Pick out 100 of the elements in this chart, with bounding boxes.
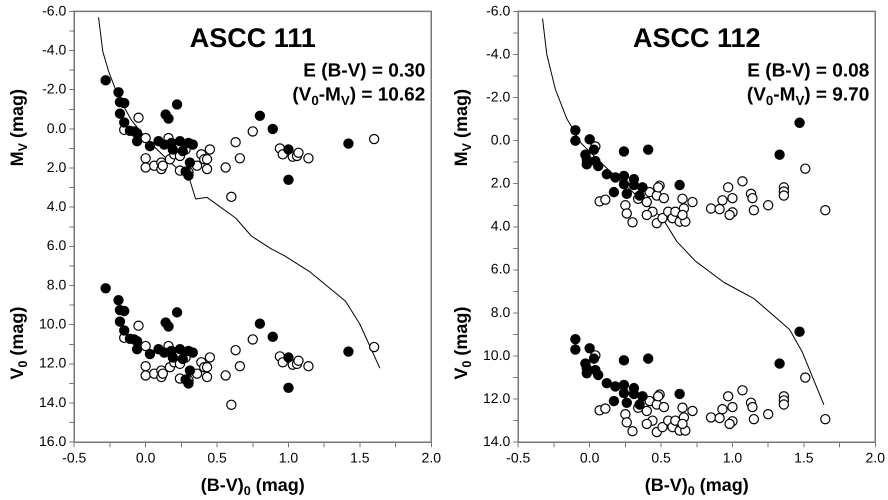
point — [220, 370, 231, 381]
point — [202, 154, 212, 164]
point — [570, 334, 581, 344]
y-tick-label: 0.0 — [46, 120, 66, 136]
point — [570, 125, 581, 136]
point — [188, 139, 198, 150]
point — [220, 162, 231, 173]
y-tick-label: -6.0 — [486, 2, 510, 18]
point — [722, 391, 734, 402]
point — [168, 144, 178, 155]
y-tick-label: 2.0 — [490, 174, 510, 191]
point — [637, 391, 648, 402]
y-tick-label: 14.0 — [39, 394, 66, 410]
y-tick-label: 12.0 — [39, 354, 66, 371]
chart-title: ASCC 111 — [190, 22, 316, 53]
point — [230, 137, 241, 148]
point — [610, 172, 621, 183]
point — [303, 361, 314, 372]
point — [132, 344, 142, 354]
point — [368, 134, 380, 144]
point — [778, 399, 790, 410]
x-tick-label: -0.5 — [506, 449, 531, 466]
y-tick-label: 2.0 — [46, 158, 66, 175]
point — [172, 99, 182, 110]
point — [144, 348, 156, 360]
point — [184, 365, 196, 376]
point — [303, 153, 314, 164]
point — [140, 162, 151, 173]
point — [584, 343, 595, 354]
point — [677, 402, 688, 413]
y-tick-label: 0.0 — [490, 132, 510, 148]
point — [204, 144, 216, 155]
point — [622, 188, 632, 200]
point — [637, 182, 648, 193]
point — [140, 361, 151, 372]
point — [234, 153, 246, 164]
y-tick-label: 16.0 — [39, 433, 66, 450]
point — [283, 352, 294, 363]
point — [602, 378, 612, 388]
x-tick-label: 0.0 — [136, 449, 156, 466]
y-tick-label: 8.0 — [46, 276, 66, 292]
point — [722, 182, 734, 193]
point — [687, 196, 698, 208]
point — [747, 192, 758, 204]
y-tick-label: 4.0 — [46, 198, 66, 214]
point — [144, 140, 156, 152]
point — [184, 157, 196, 168]
point — [202, 362, 212, 372]
point — [140, 153, 151, 164]
point — [163, 321, 174, 332]
point — [608, 186, 620, 198]
y-tick-label: -4.0 — [486, 45, 510, 62]
point — [283, 382, 294, 393]
point — [268, 124, 278, 134]
point — [293, 356, 304, 366]
y-tick-label: 10.0 — [39, 316, 66, 332]
point — [584, 134, 595, 145]
y-tick-label: 6.0 — [490, 260, 510, 277]
point — [140, 132, 151, 144]
point — [343, 346, 354, 357]
point — [100, 283, 111, 294]
point — [677, 210, 688, 220]
point — [114, 316, 126, 327]
point — [188, 347, 198, 358]
point — [717, 195, 728, 206]
point — [202, 164, 212, 174]
point — [643, 353, 654, 364]
point — [234, 361, 246, 372]
point — [794, 326, 805, 337]
y-tick-label: -2.0 — [486, 88, 510, 104]
point — [283, 144, 294, 155]
point — [627, 217, 638, 228]
point — [674, 388, 685, 400]
point — [113, 87, 124, 98]
point — [706, 412, 716, 423]
y-tick-label: 14.0 — [483, 433, 510, 450]
point — [608, 396, 620, 406]
point — [618, 178, 630, 190]
y-axis-title: MV (mag) — [6, 89, 30, 166]
point — [658, 402, 670, 412]
x-tick-label: 0.5 — [651, 449, 671, 466]
point — [642, 196, 652, 208]
point — [778, 190, 790, 201]
point — [620, 409, 631, 420]
point — [180, 374, 191, 385]
point — [618, 146, 630, 157]
point — [642, 210, 652, 220]
text: V0 (mag) — [6, 306, 30, 380]
point — [600, 403, 611, 414]
point — [714, 412, 725, 424]
point — [178, 146, 188, 156]
point — [133, 112, 144, 123]
point — [180, 166, 191, 177]
y-tick-label: 8.0 — [490, 304, 510, 320]
point — [774, 149, 785, 160]
point — [343, 138, 354, 149]
annotation: E (B-V) = 0.08 — [747, 60, 870, 82]
x-tick-label: 1.0 — [278, 449, 298, 466]
point — [717, 404, 728, 414]
point — [642, 406, 652, 416]
